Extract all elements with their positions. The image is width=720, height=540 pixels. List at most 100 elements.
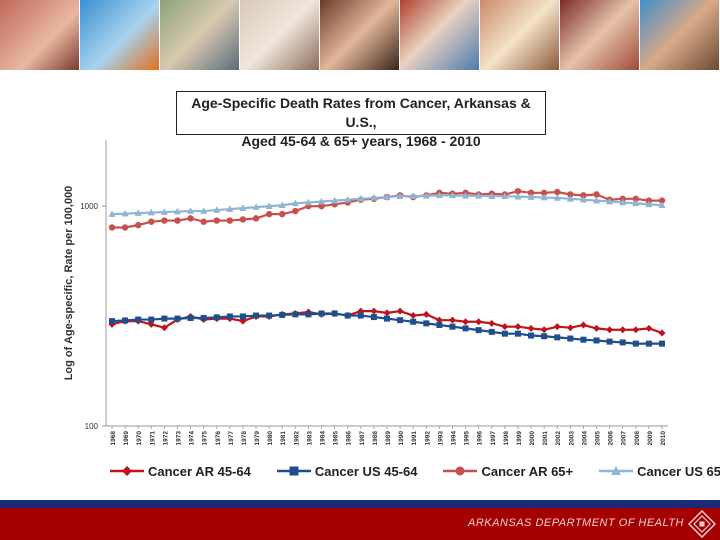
x-tick-label: 1985: [333, 431, 340, 446]
data-point-series-3: [396, 192, 404, 200]
data-point-series-3: [278, 201, 286, 209]
data-point-series-2: [580, 192, 587, 199]
data-point-series-2: [318, 202, 325, 210]
data-point-series-1: [187, 314, 194, 321]
data-point-series-3: [422, 191, 430, 199]
data-point-series-1: [331, 310, 338, 317]
data-point-series-3: [370, 194, 378, 201]
data-point-series-3: [200, 207, 208, 214]
data-point-series-3: [357, 195, 365, 202]
data-point-series-0: [632, 326, 640, 334]
data-point-series-3: [121, 209, 129, 217]
x-tick-label: 1999: [516, 431, 523, 446]
data-point-series-3: [606, 197, 614, 205]
x-tick-label: 1987: [359, 431, 366, 446]
x-tick-label: 1998: [503, 431, 510, 446]
data-point-series-3: [619, 198, 627, 206]
x-tick-label: 1988: [372, 431, 379, 446]
x-tick-label: 1982: [293, 431, 300, 446]
x-tick-label: 1981: [280, 431, 287, 446]
x-tick-label: 1993: [437, 431, 444, 446]
data-point-series-3: [134, 209, 142, 216]
data-point-series-0: [422, 310, 430, 318]
footer-navy-band: [0, 500, 720, 508]
x-tick-label: 1984: [320, 431, 327, 446]
data-point-series-2: [567, 191, 574, 198]
x-tick-label: 1997: [490, 431, 497, 446]
legend-label-us-45-64: Cancer US 45-64: [314, 463, 418, 479]
y-tick-label: 100: [85, 422, 99, 431]
data-point-series-1: [135, 316, 142, 323]
legend-item-ar-65: Cancer AR 65+: [443, 464, 573, 479]
x-tick-label: 2002: [555, 431, 562, 446]
header-photo: [400, 0, 479, 70]
data-point-series-2: [200, 218, 207, 225]
data-point-series-2: [213, 217, 220, 224]
x-tick-label: 1972: [162, 431, 169, 446]
data-point-series-1: [501, 330, 508, 337]
data-point-series-1: [593, 337, 600, 344]
header-photo: [80, 0, 159, 70]
header-photo: [560, 0, 639, 70]
x-tick-label: 1983: [306, 431, 313, 446]
data-point-series-2: [265, 210, 273, 218]
data-point-series-0: [147, 320, 155, 328]
x-tick-label: 1979: [254, 431, 261, 446]
data-point-series-0: [488, 319, 496, 327]
health-department-logo-icon: [688, 510, 716, 538]
data-point-series-0: [540, 326, 548, 334]
data-point-series-1: [554, 334, 561, 341]
data-point-series-3: [553, 194, 561, 201]
data-point-series-3: [579, 195, 587, 203]
data-point-series-0: [579, 321, 587, 329]
data-point-series-3: [540, 193, 548, 201]
data-point-series-3: [488, 192, 496, 200]
data-point-series-3: [645, 200, 653, 208]
data-point-series-0: [645, 324, 653, 332]
data-point-series-2: [174, 217, 181, 224]
x-tick-label: 1994: [450, 431, 457, 446]
x-tick-label: 1976: [215, 431, 222, 446]
data-point-series-2: [292, 207, 299, 215]
x-tick-label: 1973: [175, 431, 182, 446]
legend-label-ar-65: Cancer AR 65+: [481, 463, 574, 479]
x-tick-label: 1969: [123, 431, 130, 446]
legend-label-us-65: Cancer US 65+: [637, 463, 720, 479]
data-point-series-3: [160, 208, 168, 215]
data-point-series-0: [435, 316, 443, 324]
chart-title-line-1: Age-Specific Death Rates from Cancer, Ar…: [191, 95, 531, 130]
data-point-series-3: [409, 192, 417, 200]
data-point-series-1: [449, 323, 456, 330]
header-photo: [240, 0, 319, 70]
data-point-series-0: [553, 323, 561, 331]
data-point-series-1: [226, 313, 233, 320]
chart-legend: Cancer AR 45-64 Cancer US 45-64 Cancer A…: [110, 460, 720, 482]
data-point-series-2: [108, 224, 116, 231]
data-point-series-1: [292, 311, 299, 318]
legend-item-ar-45-64: Cancer AR 45-64: [110, 464, 251, 479]
data-point-series-1: [174, 315, 181, 322]
data-point-series-2: [252, 215, 260, 222]
legend-marker-us-45-64: [276, 466, 311, 476]
data-point-series-0: [514, 323, 522, 331]
data-point-series-0: [370, 307, 378, 315]
x-tick-label: 1974: [189, 431, 196, 446]
data-point-series-1: [344, 312, 351, 319]
x-tick-label: 2005: [595, 431, 602, 446]
data-point-series-1: [541, 333, 548, 340]
data-point-series-2: [121, 224, 129, 231]
x-tick-label: 1977: [228, 431, 235, 446]
data-point-series-3: [108, 210, 116, 217]
data-point-series-0: [593, 324, 601, 332]
data-point-series-3: [187, 207, 195, 214]
legend-marker-ar-65: [443, 466, 478, 476]
data-point-series-3: [252, 203, 260, 210]
data-point-series-3: [658, 201, 666, 209]
x-tick-label: 2008: [634, 431, 641, 446]
data-point-series-1: [528, 332, 535, 339]
data-point-series-3: [632, 199, 640, 207]
data-point-series-1: [279, 311, 286, 318]
data-point-series-2: [554, 188, 561, 196]
data-point-series-3: [448, 191, 456, 199]
data-point-series-3: [304, 198, 312, 206]
